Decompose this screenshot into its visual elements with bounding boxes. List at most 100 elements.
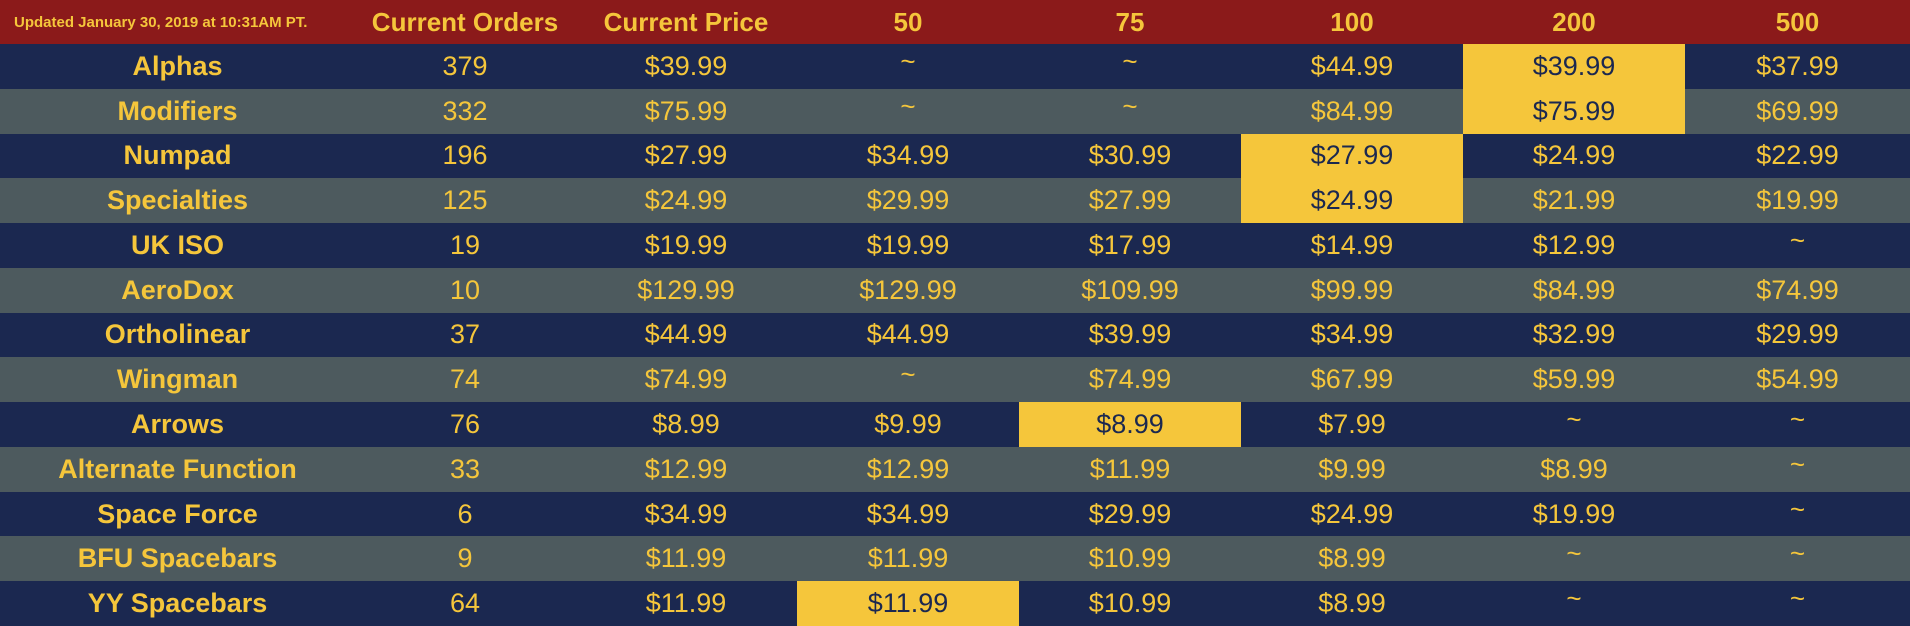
tier-75-cell: $39.99: [1088, 319, 1172, 350]
current-orders-cell: 332: [442, 95, 488, 126]
tier-100-cell: $8.99: [1318, 588, 1386, 619]
header-tier-500: 500: [1775, 6, 1820, 37]
tier-100-cell: $99.99: [1310, 274, 1394, 305]
table-row: UK ISO 19 $19.99 $19.99 $17.99 $14.99 $12.99 ~: [0, 223, 1910, 268]
tier-200-cell: $24.99: [1532, 140, 1616, 171]
header-current-price: Current Price: [603, 6, 769, 37]
product-name: Ortholinear: [104, 319, 251, 350]
header-tier-75: 75: [1115, 6, 1145, 37]
current-price-cell: $39.99: [644, 50, 728, 81]
tier-75-cell: $27.99: [1088, 185, 1172, 216]
tier-75-cell: $29.99: [1088, 498, 1172, 529]
header-tier-100: 100: [1330, 6, 1374, 37]
updated-timestamp: Updated January 30, 2019 at 10:31AM PT.: [14, 13, 308, 31]
tier-100-cell: $24.99: [1241, 178, 1463, 224]
tier-100-cell: $67.99: [1310, 364, 1394, 395]
tier-75-cell: $17.99: [1088, 229, 1172, 260]
tier-200-cell: $84.99: [1532, 274, 1616, 305]
tier-200-cell: $59.99: [1532, 364, 1616, 395]
tier-75-cell: $109.99: [1081, 274, 1179, 305]
product-name: Specialties: [106, 185, 249, 216]
tier-500-cell: $29.99: [1756, 319, 1839, 350]
table-row: BFU Spacebars 9 $11.99 $11.99 $10.99 $8.99 ~ ~: [0, 536, 1910, 582]
tier-500-cell: ~: [1789, 583, 1806, 614]
tier-500-cell: $19.99: [1756, 185, 1839, 216]
tier-200-cell: $19.99: [1532, 498, 1616, 529]
tier-75-cell: $8.99: [1019, 402, 1241, 447]
tier-500-cell: ~: [1789, 404, 1806, 435]
tier-100-cell: $27.99: [1241, 133, 1463, 179]
tier-100-cell: $84.99: [1310, 95, 1394, 126]
tier-50-cell: $129.99: [859, 274, 957, 305]
tier-500-cell: $22.99: [1756, 140, 1839, 171]
current-orders-cell: 9: [457, 543, 473, 574]
tier-50-cell: $19.99: [866, 229, 950, 260]
tier-100-cell: $8.99: [1318, 543, 1386, 574]
current-price-cell: $27.99: [644, 140, 728, 171]
tier-200-cell: ~: [1566, 538, 1582, 569]
product-name: YY Spacebars: [87, 588, 268, 619]
table-row: Wingman 74 $74.99 ~ $74.99 $67.99 $59.99 $54.99: [0, 357, 1910, 403]
current-price-cell: $75.99: [644, 95, 728, 126]
current-orders-cell: 125: [442, 185, 488, 216]
current-price-cell: $8.99: [652, 409, 720, 439]
tier-200-cell: $75.99: [1463, 88, 1685, 134]
header-current-orders: Current Orders: [371, 6, 559, 37]
current-price-cell: $74.99: [644, 364, 728, 395]
tier-200-cell: $32.99: [1532, 319, 1616, 350]
tier-200-cell: $21.99: [1532, 185, 1616, 216]
tier-500-cell: $69.99: [1756, 95, 1839, 126]
tier-50-cell: $29.99: [866, 185, 950, 216]
table-row: Alphas 379 $39.99 ~ ~ $44.99 $39.99 $37.99: [0, 44, 1910, 89]
current-price-cell: $24.99: [644, 185, 728, 216]
product-name: AeroDox: [121, 274, 234, 305]
current-orders-cell: 6: [457, 498, 473, 529]
table-row: Ortholinear 37 $44.99 $44.99 $39.99 $34.99 $32…: [0, 312, 1910, 358]
current-orders-cell: 19: [449, 229, 481, 260]
tier-50-cell: $34.99: [866, 498, 950, 529]
tier-500-cell: ~: [1789, 538, 1806, 569]
tier-500-cell: ~: [1789, 448, 1806, 479]
tier-100-cell: $7.99: [1318, 409, 1386, 439]
current-price-cell: $12.99: [644, 453, 728, 484]
tier-75-cell: ~: [1122, 46, 1138, 76]
current-orders-cell: 196: [442, 140, 488, 171]
current-price-cell: $19.99: [644, 229, 728, 260]
product-name: Alphas: [132, 50, 223, 81]
tier-100-cell: $44.99: [1310, 50, 1394, 81]
table-row: Modifiers 332 $75.99 ~ ~ $84.99 $75.99 $69.99: [0, 88, 1910, 134]
header-tier-200: 200: [1552, 6, 1596, 37]
product-name: Space Force: [97, 498, 258, 529]
table-row: Numpad 196 $27.99 $34.99 $30.99 $27.99 $24.99 $…: [0, 133, 1910, 179]
tier-75-cell: $74.99: [1088, 364, 1172, 395]
tier-200-cell: $12.99: [1532, 229, 1616, 260]
tier-100-cell: $14.99: [1310, 229, 1394, 260]
tier-100-cell: $24.99: [1310, 498, 1394, 529]
tier-50-cell: $11.99: [867, 543, 949, 574]
tier-50-cell: $34.99: [866, 140, 950, 171]
table-row: YY Spacebars 64 $11.99 $11.99 $10.99 $8.99 ~ ~: [0, 581, 1910, 626]
current-orders-cell: 74: [449, 364, 481, 395]
tier-500-cell: ~: [1789, 493, 1806, 524]
current-price-cell: $129.99: [637, 274, 735, 305]
tier-500-cell: $37.99: [1756, 50, 1839, 81]
table-body: Alphas 379 $39.99 ~ ~ $44.99 $39.99 $37.99 Modif…: [0, 44, 1910, 626]
current-orders-cell: 76: [449, 409, 481, 439]
current-price-cell: $11.99: [645, 588, 727, 619]
table-row: Alternate Function 33 $12.99 $12.99 $11.99 $9…: [0, 446, 1910, 492]
current-orders-cell: 33: [449, 453, 481, 484]
tier-75-cell: $30.99: [1088, 140, 1172, 171]
product-name: Numpad: [123, 140, 232, 171]
product-name: Wingman: [116, 364, 239, 395]
tier-200-cell: ~: [1566, 404, 1582, 435]
tier-50-cell: $11.99: [797, 581, 1019, 626]
tier-75-cell: $11.99: [1089, 453, 1171, 484]
header-tier-50: 50: [893, 6, 923, 37]
tier-200-cell: $8.99: [1540, 453, 1608, 484]
tier-500-cell: ~: [1789, 225, 1806, 256]
current-orders-cell: 37: [449, 319, 481, 350]
current-price-cell: $34.99: [644, 498, 728, 529]
table-row: Arrows 76 $8.99 $9.99 $8.99 $7.99 ~ ~: [0, 402, 1910, 447]
tier-75-cell: $10.99: [1088, 588, 1172, 619]
